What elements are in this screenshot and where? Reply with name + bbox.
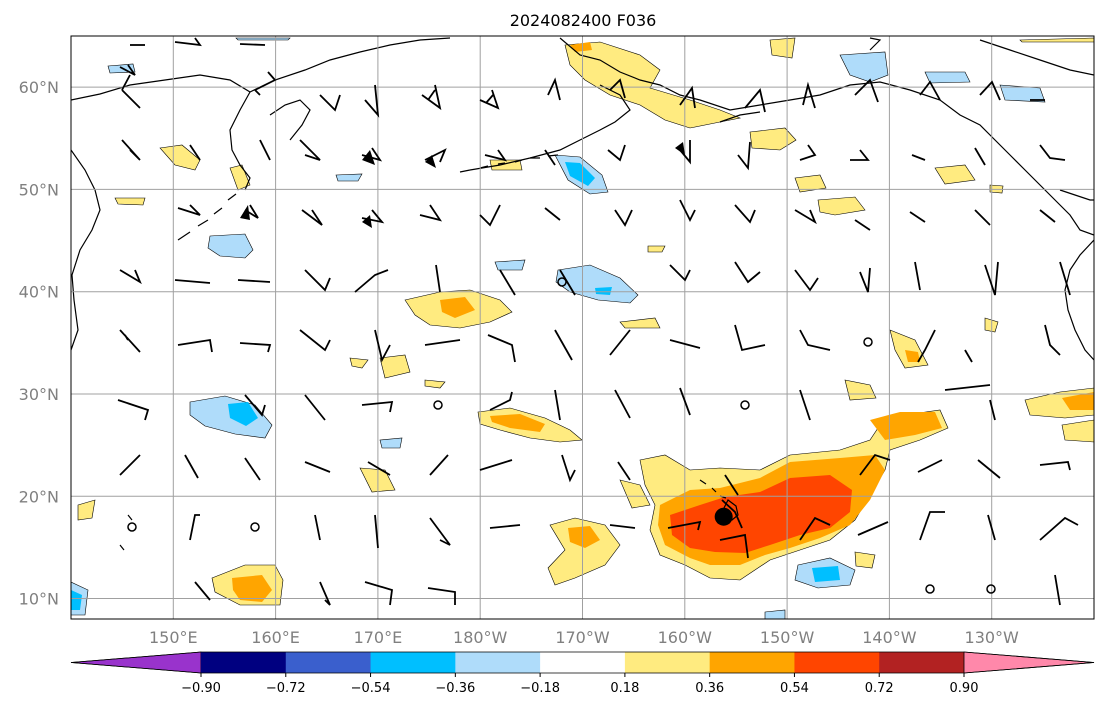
colorbar-segment xyxy=(709,652,795,673)
map-frame xyxy=(70,35,1095,620)
colorbar-segment xyxy=(285,652,372,673)
colorbar-segment xyxy=(370,652,456,673)
latitude-label: 10°N xyxy=(19,590,59,609)
latitude-label: 20°N xyxy=(19,487,59,506)
graticule xyxy=(71,36,1094,619)
map-panel xyxy=(71,36,1094,619)
positive-anomaly-areas xyxy=(77,37,1094,606)
colorbar-segment xyxy=(624,652,711,673)
colorbar-tick-label: −0.90 xyxy=(181,681,221,696)
wind-barbs xyxy=(117,37,1079,606)
storm-center-marker xyxy=(714,507,733,526)
figure-title: 2024082400 F036 xyxy=(510,11,657,30)
longitude-labels: 150°E 160°E 170°E 180°W 170°W 160°W 150°W 140°W… xyxy=(149,628,1019,647)
colorbar-extend-low xyxy=(70,651,202,674)
longitude-label: 180°W xyxy=(453,628,508,647)
coastlines xyxy=(71,37,1094,551)
longitude-label: 130°W xyxy=(965,628,1020,647)
longitude-label: 160°W xyxy=(658,628,713,647)
colorbar-segment xyxy=(794,652,880,673)
longitude-label: 140°W xyxy=(862,628,917,647)
colorbar-segment xyxy=(879,652,965,673)
colorbar: −0.90 −0.72 −0.54 −0.36 −0.18 0.18 0.36 0.54 0.7… xyxy=(70,651,1095,696)
latitude-label: 60°N xyxy=(19,78,59,97)
colorbar-segment xyxy=(201,652,287,673)
longitude-label: 160°E xyxy=(251,628,300,647)
latitude-label: 50°N xyxy=(19,180,59,199)
colorbar-segment xyxy=(455,652,541,673)
colorbar-tick-label: −0.36 xyxy=(435,681,475,696)
longitude-label: 170°W xyxy=(555,628,610,647)
colorbar-tick-label: 0.90 xyxy=(950,681,979,696)
colorbar-segment xyxy=(540,652,626,673)
longitude-label: 150°E xyxy=(149,628,198,647)
calm-wind-markers xyxy=(127,277,996,594)
colorbar-tick-label: −0.18 xyxy=(520,681,560,696)
longitude-label: 150°W xyxy=(760,628,815,647)
colorbar-tick-label: 0.72 xyxy=(865,681,894,696)
longitude-label: 170°E xyxy=(354,628,403,647)
colorbar-tick-label: −0.72 xyxy=(266,681,306,696)
colorbar-tick-label: 0.36 xyxy=(695,681,724,696)
latitude-label: 40°N xyxy=(19,283,59,302)
colorbar-tick-label: −0.54 xyxy=(351,681,391,696)
colorbar-extend-high xyxy=(963,651,1095,674)
latitude-label: 30°N xyxy=(19,385,59,404)
colorbar-tick-label: 0.18 xyxy=(610,681,639,696)
latitude-labels: 10°N 20°N 30°N 40°N 50°N 60°N xyxy=(19,78,59,608)
colorbar-tick-label: 0.54 xyxy=(780,681,809,696)
